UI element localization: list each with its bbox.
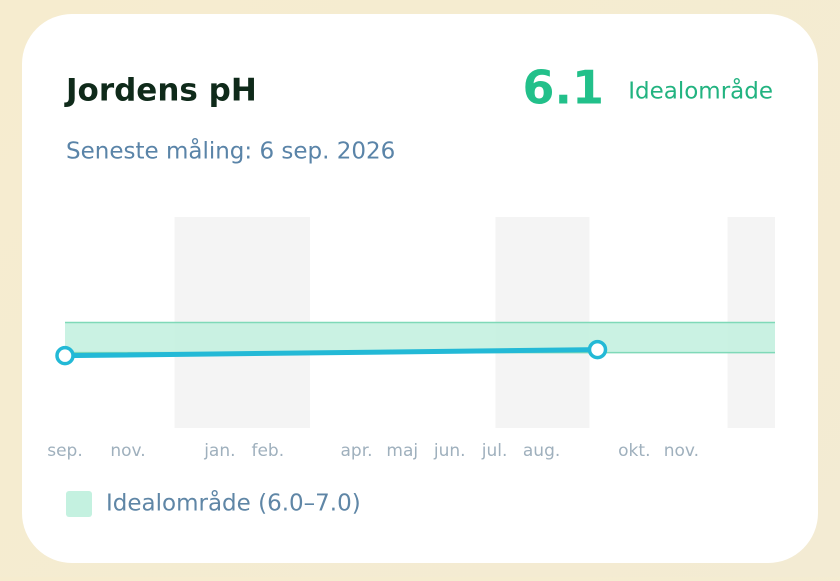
x-tick-label: aug. — [523, 441, 560, 461]
ideal-band — [65, 322, 775, 353]
x-tick-label: feb. — [251, 441, 284, 461]
x-tick-label: nov. — [110, 441, 145, 461]
current-value: 6.1 — [523, 61, 605, 115]
x-tick-label: apr. — [341, 441, 373, 461]
x-tick-label: jul. — [481, 441, 508, 461]
plot: sep. nov. jan. feb. apr. maj jun. jul. aug. okt. n… — [47, 217, 775, 461]
legend-swatch — [66, 491, 92, 517]
series-line — [62, 347, 600, 359]
legend-label: Idealområde (6.0–7.0) — [106, 489, 361, 517]
subtitle: Seneste måling: 6 sep. 2026 — [66, 137, 395, 165]
x-tick-label: maj — [386, 441, 418, 461]
data-point — [587, 339, 608, 360]
data-point — [55, 345, 75, 366]
x-tick-label: nov. — [664, 441, 699, 461]
x-tick-label: jun. — [433, 441, 466, 461]
x-tick-label: jan. — [203, 441, 235, 461]
x-tick-label: sep. — [47, 441, 83, 461]
x-tick-label: okt. — [618, 441, 650, 461]
current-status: Idealområde — [628, 77, 773, 105]
title: Jordens pH — [64, 73, 257, 109]
